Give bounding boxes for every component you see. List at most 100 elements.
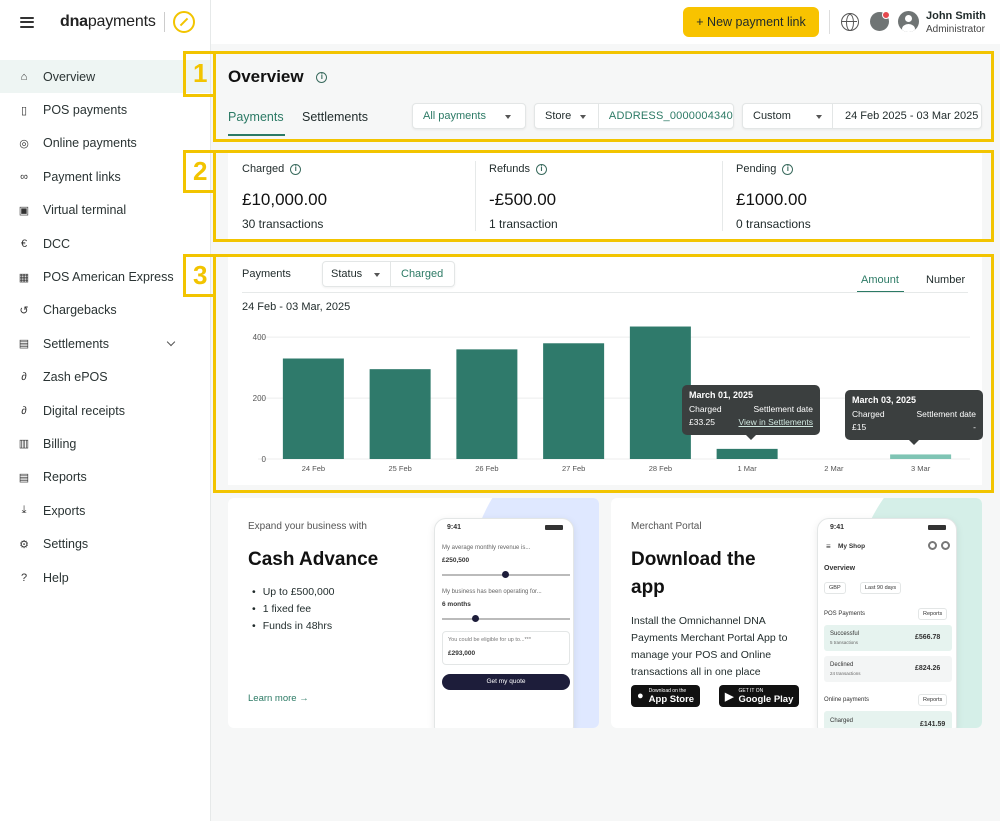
payment-type-value: All payments xyxy=(423,110,486,122)
dna-payments-logo[interactable]: dnapayments xyxy=(60,11,195,33)
y-tick-label: 0 xyxy=(262,455,267,464)
sidebar-item-overview[interactable]: ⌂ Overview xyxy=(0,60,210,94)
user-name[interactable]: John Smith xyxy=(926,10,986,22)
phone-mockup: 9:41 ≡ My Shop Overview GBP Last 90 days… xyxy=(817,518,957,728)
logo-mark-icon xyxy=(172,11,195,33)
phone-question-revenue: My average monthly revenue is... xyxy=(442,545,531,551)
promo-eyebrow: Expand your business with xyxy=(248,521,367,532)
phone-answer-age: 6 months xyxy=(442,601,471,608)
online-payments-icon: ◎ xyxy=(19,137,29,150)
google-play-badge[interactable]: ▶ GET IT ON Google Play xyxy=(719,685,800,707)
chart-bar[interactable] xyxy=(716,448,778,459)
sidebar-item-billing[interactable]: ▥ Billing xyxy=(0,427,210,460)
chart-bar[interactable] xyxy=(629,326,691,459)
sidebar-item-dcc[interactable]: € DCC xyxy=(0,227,210,260)
learn-more-link[interactable]: Learn more → xyxy=(248,693,309,704)
stat-divider xyxy=(722,161,723,231)
avatar[interactable] xyxy=(898,11,919,32)
sidebar-item-payment-links[interactable]: ∞ Payment links xyxy=(0,160,210,193)
x-tick-label: 3 Mar xyxy=(911,464,931,473)
chevron-down-icon xyxy=(816,115,822,119)
stat-value: -£500.00 xyxy=(489,190,557,209)
stat-label: Charged xyxy=(242,163,302,175)
info-icon[interactable] xyxy=(290,163,302,175)
stat-subtext: 1 transaction xyxy=(489,217,558,231)
sidebar-item-label: Help xyxy=(43,570,69,585)
payment-type-select[interactable]: All payments xyxy=(412,103,526,129)
sidebar-item-label: Overview xyxy=(43,69,96,84)
google-play-text: GET IT ON Google Play xyxy=(738,687,794,705)
active-tab-indicator xyxy=(228,134,285,136)
sidebar-item-zash-epos[interactable]: ∂ Zash ePOS xyxy=(0,361,210,394)
phone-mockup: 9:41 My average monthly revenue is... £2… xyxy=(434,518,574,728)
sidebar-item-chargebacks[interactable]: ↺ Chargebacks xyxy=(0,294,210,327)
chevron-down-icon[interactable] xyxy=(166,337,176,347)
app-store-badge[interactable]: ● Download on the App Store xyxy=(631,685,701,707)
phone-charged-row xyxy=(824,711,952,728)
phone-eligibility-box xyxy=(442,631,570,665)
store-select[interactable]: Store xyxy=(535,104,599,128)
chart-bar[interactable] xyxy=(543,343,605,459)
notifications-icon[interactable] xyxy=(870,11,890,31)
new-payment-link-button[interactable]: + New payment link xyxy=(683,7,819,37)
tab-payments[interactable]: Payments xyxy=(228,110,284,124)
chart-bar[interactable] xyxy=(369,369,431,459)
phone-slider-track xyxy=(442,618,570,620)
info-icon[interactable] xyxy=(535,163,547,175)
sidebar-item-online-payments[interactable]: ◎ Online payments xyxy=(0,127,210,160)
phone-shop-name: My Shop xyxy=(838,543,866,550)
sidebar-item-digital-receipts[interactable]: ∂ Digital receipts xyxy=(0,394,210,427)
google-play-icon: ▶ xyxy=(725,690,734,703)
sidebar-item-label: Chargebacks xyxy=(43,303,117,318)
sidebar-item-pos-american-express[interactable]: ▦ POS American Express xyxy=(0,260,210,293)
store-label: Store xyxy=(545,110,572,122)
date-range-value[interactable]: 24 Feb 2025 - 03 Mar 2025 xyxy=(845,110,979,122)
toggle-amount[interactable]: Amount xyxy=(861,274,899,286)
phone-charged-label: Charged xyxy=(830,718,854,724)
phone-declined-label: Declined xyxy=(830,662,854,668)
store-filter[interactable]: Store ADDRESS_0000004340 xyxy=(534,103,734,129)
cash-advance-promo: Expand your business with Cash Advance U… xyxy=(228,498,599,728)
sidebar-item-help[interactable]: ? Help xyxy=(0,561,210,594)
tab-settlements[interactable]: Settlements xyxy=(302,110,369,124)
phone-pos-payments-label: POS Payments xyxy=(824,611,866,617)
settlements-icon: ▤ xyxy=(18,338,30,351)
stat-label: Pending xyxy=(736,163,794,175)
status-filter[interactable]: Status Charged xyxy=(322,261,455,287)
notification-badge xyxy=(882,11,890,19)
chart-bar[interactable] xyxy=(282,358,344,460)
sidebar-item-virtual-terminal[interactable]: ▣ Virtual terminal xyxy=(0,194,210,227)
range-preset-select[interactable]: Custom xyxy=(743,104,833,128)
globe-icon[interactable] xyxy=(841,13,859,31)
logo-divider xyxy=(163,12,165,32)
phone-settings-icon xyxy=(928,541,937,550)
stat-value: £10,000.00 xyxy=(242,190,328,209)
store-value[interactable]: ADDRESS_0000004340 xyxy=(608,110,733,122)
sidebar-item-reports[interactable]: ▤ Reports xyxy=(0,461,210,494)
promo-title: Cash Advance xyxy=(248,549,379,570)
chart-bar[interactable] xyxy=(890,454,952,459)
phone-eligibility-value: £293,000 xyxy=(448,650,476,657)
info-icon[interactable] xyxy=(782,163,794,175)
pos-terminal-icon: ▯ xyxy=(20,104,28,117)
chart-bar[interactable] xyxy=(456,349,518,459)
date-range-filter[interactable]: Custom 24 Feb 2025 - 03 Mar 2025 xyxy=(742,103,982,129)
sidebar-item-pos-payments[interactable]: ▯ POS payments xyxy=(0,93,210,126)
payments-bar-chart: 0 200 400 24 Feb 25 Feb 26 Feb 27 Feb 28 Feb 1 M… xyxy=(253,326,970,473)
status-select[interactable]: Status xyxy=(323,262,391,286)
info-icon[interactable] xyxy=(316,72,328,84)
logo-text: dnapayments xyxy=(60,13,156,30)
sidebar-item-label: Exports xyxy=(43,503,86,518)
list-item: Up to £500,000 xyxy=(252,586,335,603)
toggle-number[interactable]: Number xyxy=(926,274,966,286)
sidebar-item-exports[interactable]: ⤓ Exports xyxy=(0,494,210,527)
sidebar-item-label: Online payments xyxy=(43,136,137,151)
phone-eligibility-text: You could be eligible for up to...*** xyxy=(448,637,531,643)
hamburger-menu-icon[interactable] xyxy=(20,16,34,28)
sidebar-item-settings[interactable]: ⚙ Settings xyxy=(0,527,210,560)
view-in-settlements-link[interactable]: View in Settlements xyxy=(738,417,814,427)
status-value[interactable]: Charged xyxy=(401,268,444,280)
x-tick-label: 1 Mar xyxy=(738,464,758,473)
amex-icon: ▦ xyxy=(18,271,30,284)
sidebar-item-settlements[interactable]: ▤ Settlements xyxy=(0,327,210,360)
